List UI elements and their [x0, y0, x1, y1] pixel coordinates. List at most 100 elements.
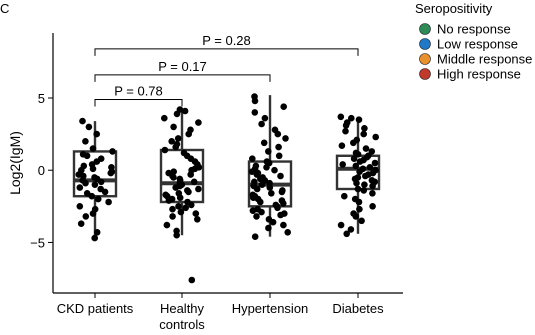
- data-point: [279, 187, 286, 194]
- data-point: [265, 148, 272, 155]
- data-point: [184, 187, 191, 194]
- data-point: [337, 221, 345, 229]
- data-point: [76, 184, 84, 191]
- data-point: [161, 114, 168, 122]
- legend-marker: [419, 68, 431, 80]
- panel-label: C: [0, 1, 9, 16]
- y-tick-label: −5: [30, 235, 45, 250]
- data-point: [83, 190, 91, 197]
- data-point: [251, 178, 258, 186]
- data-point: [180, 149, 188, 157]
- data-point: [352, 149, 360, 157]
- data-point: [360, 130, 368, 138]
- data-point: [361, 181, 368, 188]
- data-point: [353, 136, 361, 144]
- data-point: [163, 221, 171, 229]
- data-point: [362, 145, 370, 152]
- data-point: [358, 217, 365, 225]
- data-point: [368, 177, 376, 184]
- x-tick-label: Hypertension: [232, 301, 309, 316]
- data-point: [249, 191, 257, 199]
- data-point: [187, 126, 194, 134]
- data-point: [263, 158, 271, 165]
- data-point: [350, 155, 358, 162]
- y-axis-title: Log2(IgM): [7, 131, 23, 195]
- data-point: [105, 198, 112, 206]
- data-point: [266, 179, 273, 187]
- data-point: [176, 106, 184, 113]
- data-point: [369, 203, 376, 210]
- x-tick-label: Diabetes: [332, 301, 384, 316]
- data-point: [341, 192, 348, 200]
- data-point: [93, 130, 100, 138]
- data-point: [195, 185, 202, 193]
- data-point: [252, 162, 260, 170]
- data-point: [280, 221, 287, 229]
- data-point: [91, 234, 98, 242]
- data-point: [192, 210, 200, 217]
- p-value-label: P = 0.28: [202, 33, 251, 48]
- data-point: [364, 152, 372, 160]
- data-point: [97, 185, 104, 193]
- data-point: [91, 181, 99, 188]
- data-point: [190, 178, 198, 186]
- data-point: [265, 216, 273, 223]
- x-tick-label: CKD patients: [57, 301, 134, 316]
- data-point: [282, 135, 289, 142]
- data-point: [170, 168, 177, 175]
- data-point: [182, 204, 189, 212]
- data-point: [97, 155, 105, 162]
- data-point: [277, 172, 284, 180]
- significance-bracket: [94, 48, 359, 56]
- data-point: [350, 210, 357, 217]
- data-point: [173, 140, 181, 148]
- data-point: [76, 203, 84, 210]
- data-point: [272, 201, 280, 209]
- data-point: [251, 109, 259, 116]
- data-point: [265, 224, 272, 232]
- data-point: [77, 220, 85, 227]
- y-tick-label: 5: [38, 91, 45, 106]
- data-point: [368, 148, 376, 155]
- data-point: [169, 205, 176, 213]
- legend-label: Low response: [437, 37, 518, 52]
- data-point: [175, 203, 182, 210]
- data-point: [356, 205, 363, 213]
- data-point: [351, 195, 359, 203]
- data-point: [371, 159, 379, 167]
- data-point: [188, 276, 196, 284]
- data-point: [372, 166, 379, 174]
- data-point: [258, 120, 265, 128]
- data-point: [372, 133, 380, 141]
- data-point: [281, 210, 288, 217]
- data-point: [174, 135, 182, 142]
- data-point: [259, 174, 267, 181]
- legend-marker: [419, 38, 431, 50]
- data-point: [343, 230, 351, 238]
- data-point: [251, 233, 259, 240]
- data-point: [80, 162, 88, 170]
- data-point: [94, 195, 102, 203]
- legend-marker: [419, 53, 431, 65]
- data-point: [251, 93, 258, 100]
- data-point: [162, 191, 169, 199]
- data-point: [82, 213, 90, 220]
- data-point: [79, 151, 87, 158]
- y-tick-label: 0: [38, 163, 45, 178]
- data-point: [343, 119, 351, 126]
- data-point: [275, 152, 283, 160]
- data-point: [195, 119, 202, 126]
- legend-marker: [419, 23, 431, 35]
- significance-bracket: [94, 74, 271, 82]
- x-tick-label: controls: [159, 317, 205, 332]
- data-point: [360, 187, 368, 194]
- x-tick-label: Healthy: [160, 301, 205, 316]
- data-point: [161, 146, 169, 154]
- data-point: [268, 190, 275, 197]
- data-point: [253, 213, 260, 220]
- p-value-label: P = 0.17: [158, 59, 207, 74]
- data-point: [176, 175, 184, 183]
- data-point: [85, 123, 93, 131]
